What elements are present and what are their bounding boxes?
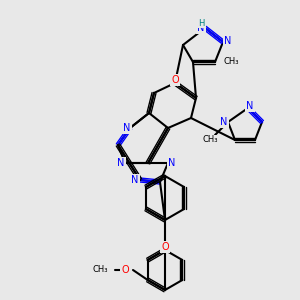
Text: O: O (161, 242, 169, 252)
Text: N: N (197, 23, 205, 33)
Text: CH₃: CH₃ (202, 136, 218, 145)
Text: N: N (123, 123, 131, 133)
Text: N: N (168, 158, 176, 168)
Text: CH₃: CH₃ (92, 266, 108, 274)
Text: N: N (131, 175, 139, 185)
Text: O: O (121, 265, 129, 275)
Text: H: H (198, 19, 204, 28)
Text: O: O (171, 75, 179, 85)
Text: N: N (224, 36, 232, 46)
Text: N: N (220, 117, 228, 127)
Text: N: N (117, 158, 125, 168)
Text: N: N (246, 101, 254, 111)
Text: CH₃: CH₃ (223, 58, 239, 67)
